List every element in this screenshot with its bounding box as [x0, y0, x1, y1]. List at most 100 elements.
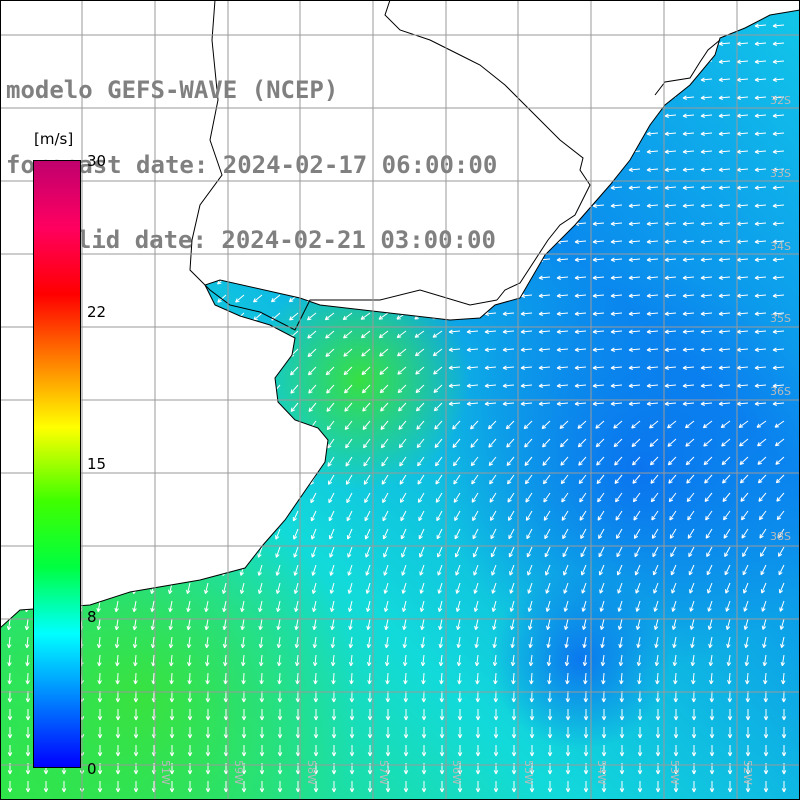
wind-arrow [757, 438, 767, 447]
lon-label: 58W [305, 760, 318, 785]
wind-arrow [324, 312, 335, 321]
wind-arrow [705, 528, 713, 539]
wind-arrow [578, 474, 587, 485]
wind-arrow [565, 781, 571, 793]
wind-arrow [745, 745, 751, 757]
wind-arrow [772, 383, 785, 388]
wind-arrow [25, 654, 30, 667]
wind-arrow [763, 727, 769, 739]
wind-arrow [508, 528, 515, 540]
wind-arrow [367, 709, 373, 721]
wind-arrow [25, 781, 31, 793]
wind-arrow [363, 438, 371, 449]
wind-arrow [682, 275, 695, 280]
wind-arrow [328, 510, 335, 522]
wind-arrow [457, 690, 463, 703]
wind-arrow [384, 618, 389, 631]
wind-arrow [204, 600, 209, 613]
wind-arrow [709, 781, 715, 793]
wind-arrow [667, 456, 677, 466]
wind-arrow [186, 582, 191, 595]
wind-arrow [772, 221, 785, 226]
wind-arrow [419, 582, 425, 594]
wind-arrow [223, 654, 228, 667]
wind-arrow [399, 474, 407, 485]
wind-arrow [664, 347, 677, 352]
wind-arrow [367, 690, 373, 703]
wind-arrow [610, 347, 623, 352]
wind-arrow [439, 690, 445, 703]
wind-arrow [754, 257, 767, 262]
wind-arrow [646, 275, 659, 280]
wind-arrow [186, 600, 191, 613]
colorbar-tick: 8 [87, 608, 97, 626]
wind-arrow [502, 329, 515, 334]
wind-arrow [257, 564, 263, 576]
wind-arrow [772, 203, 785, 208]
wind-arrow [420, 636, 426, 649]
wind-arrow [757, 456, 767, 465]
wind-arrow [628, 257, 641, 262]
wind-arrow [527, 564, 533, 576]
wind-arrow [700, 365, 713, 370]
wind-arrow [685, 438, 695, 447]
wind-arrow [560, 456, 569, 466]
wind-arrow [691, 727, 697, 739]
wind-arrow [754, 95, 767, 100]
wind-arrow [736, 257, 749, 262]
wind-arrow [635, 618, 641, 631]
wind-arrow [169, 654, 174, 667]
wind-arrow [618, 636, 623, 649]
wind-arrow [718, 221, 731, 226]
wind-arrow [772, 131, 785, 136]
wind-arrow [745, 781, 751, 793]
wind-arrow [709, 745, 715, 757]
wind-arrow [452, 438, 461, 448]
wind-arrow [628, 383, 641, 388]
wind-arrow [646, 293, 659, 298]
wind-arrow [544, 546, 551, 558]
wind-arrow [673, 781, 679, 793]
wind-arrow [637, 745, 643, 757]
wind-arrow [628, 401, 641, 406]
wind-arrow [402, 618, 407, 631]
wind-arrow [241, 745, 247, 757]
wind-arrow [435, 474, 443, 485]
wind-arrow [168, 600, 173, 613]
wind-arrow [7, 727, 13, 739]
wind-arrow [312, 654, 318, 667]
wind-arrow [664, 131, 677, 136]
wind-arrow [454, 528, 461, 540]
wind-arrow [466, 383, 479, 388]
wind-arrow [763, 672, 768, 685]
wind-arrow [360, 312, 371, 320]
wind-arrow [653, 582, 659, 594]
wind-arrow [574, 383, 587, 388]
wind-arrow [466, 329, 479, 334]
wind-arrow [493, 745, 499, 757]
wind-arrow [294, 600, 299, 613]
lat-label: 33S [770, 167, 791, 180]
wind-arrow [724, 546, 731, 558]
wind-arrow [452, 456, 461, 467]
wind-arrow [561, 492, 569, 503]
wind-arrow [380, 438, 389, 449]
wind-arrow [277, 781, 283, 793]
wind-arrow [346, 492, 353, 504]
wind-arrow [565, 709, 571, 721]
wind-arrow [561, 510, 569, 521]
wind-arrow [655, 672, 660, 685]
wind-arrow [673, 672, 678, 685]
wind-arrow [474, 636, 479, 649]
wind-arrow [772, 275, 785, 280]
wind-arrow [328, 492, 335, 504]
wind-arrow [583, 690, 589, 703]
wind-arrow [763, 745, 769, 757]
wind-arrow [637, 781, 643, 793]
wind-arrow [687, 528, 695, 539]
wind-arrow [646, 131, 659, 136]
wind-arrow [382, 510, 389, 522]
wind-arrow [700, 329, 713, 334]
wind-arrow [7, 690, 13, 703]
wind-arrow [664, 311, 677, 316]
